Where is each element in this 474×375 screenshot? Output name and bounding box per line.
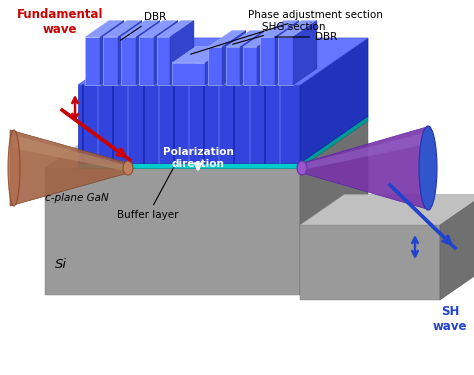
Polygon shape [243,30,281,47]
Polygon shape [240,30,264,85]
Polygon shape [250,30,264,69]
Polygon shape [232,30,246,69]
Polygon shape [127,21,142,69]
Ellipse shape [297,161,307,175]
Polygon shape [103,37,118,85]
Polygon shape [300,121,368,295]
Polygon shape [300,195,474,225]
Ellipse shape [419,126,437,210]
Polygon shape [139,21,178,37]
Text: DBR: DBR [120,12,166,40]
Polygon shape [13,135,126,171]
Text: Buffer layer: Buffer layer [117,168,179,220]
Polygon shape [103,21,142,37]
Polygon shape [78,116,368,163]
Polygon shape [302,132,427,170]
Polygon shape [136,21,160,85]
Text: Phase adjustment section: Phase adjustment section [191,10,383,54]
Polygon shape [260,37,275,85]
Polygon shape [45,121,368,168]
Polygon shape [109,21,124,69]
Polygon shape [300,225,440,300]
Text: Fundamental
wave: Fundamental wave [17,8,103,36]
Polygon shape [121,21,160,37]
Polygon shape [267,30,281,69]
Ellipse shape [8,130,20,206]
Polygon shape [300,116,368,168]
Polygon shape [226,47,240,85]
Polygon shape [278,21,317,37]
Polygon shape [302,21,317,69]
Polygon shape [78,163,300,168]
Polygon shape [85,37,100,85]
Polygon shape [172,63,205,85]
Polygon shape [154,21,178,85]
Polygon shape [181,21,194,69]
Polygon shape [170,21,194,85]
Polygon shape [118,21,142,85]
Polygon shape [139,37,154,85]
Polygon shape [208,47,222,85]
Polygon shape [100,21,124,85]
Polygon shape [226,30,264,47]
Text: Polarization
direction: Polarization direction [163,147,233,169]
Polygon shape [78,85,300,163]
Text: Si: Si [55,258,67,272]
Polygon shape [243,47,257,85]
Polygon shape [293,21,317,85]
Text: DBR: DBR [275,32,337,42]
Polygon shape [260,21,299,37]
Polygon shape [302,126,430,210]
Polygon shape [163,21,178,69]
Text: SH
wave: SH wave [433,305,467,333]
Polygon shape [275,21,299,85]
Ellipse shape [123,161,133,175]
Polygon shape [257,30,281,85]
Polygon shape [10,130,128,206]
Polygon shape [121,37,136,85]
Polygon shape [145,21,160,69]
Polygon shape [172,46,229,63]
Polygon shape [157,37,170,85]
Polygon shape [278,37,293,85]
Polygon shape [440,195,474,300]
Polygon shape [85,21,124,37]
Polygon shape [157,21,194,37]
Polygon shape [205,46,229,85]
Text: SHG section: SHG section [233,22,326,44]
Polygon shape [284,21,299,69]
Polygon shape [300,38,368,163]
Text: c-plane GaN: c-plane GaN [45,193,109,203]
Polygon shape [222,30,246,85]
Polygon shape [208,30,246,47]
Polygon shape [45,168,300,295]
Polygon shape [78,38,368,85]
